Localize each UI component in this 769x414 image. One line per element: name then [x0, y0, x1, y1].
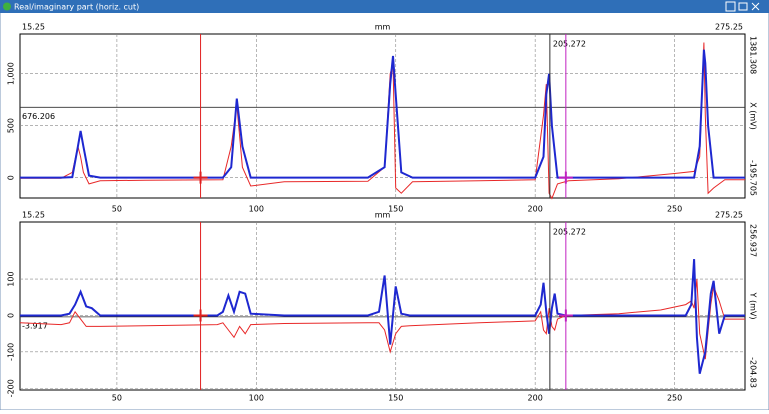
y-tick-label: 0	[7, 175, 16, 180]
x-tick-label: 150	[388, 394, 403, 403]
y-max-label: 256.937	[749, 224, 758, 257]
window-title: Real/imaginary part (horiz. cut)	[14, 3, 139, 12]
series-line	[20, 259, 745, 374]
y-max-label: 1381.308	[749, 36, 758, 74]
cursor-cross	[558, 171, 573, 184]
cursor-cross	[193, 171, 208, 184]
y-tick-label: 100	[7, 271, 16, 286]
x-tick-label: 50	[112, 394, 122, 403]
x-max-label: 275.25	[715, 211, 743, 220]
plot-area	[19, 33, 746, 199]
y-min-label: -204.83	[749, 357, 758, 388]
y-axis-label: Y (mV)	[749, 292, 758, 320]
x-tick-label: 100	[249, 205, 264, 214]
window-icon	[3, 2, 11, 11]
dock-button[interactable]	[725, 1, 736, 12]
y-tick-label: 500	[7, 118, 16, 133]
cursor-label: 205.272	[553, 40, 586, 49]
cursor-label: 205.272	[553, 228, 586, 237]
y-tick-label: -200	[7, 379, 16, 397]
y-tick-label: 1,000	[7, 62, 16, 85]
y-tick-label: 0	[7, 313, 16, 318]
restore-button[interactable]	[738, 2, 748, 11]
y-tick-label: -100	[7, 343, 16, 361]
cursor-cross	[558, 309, 573, 322]
x-max-label: 275.25	[715, 23, 743, 32]
x-tick-label: 200	[528, 205, 543, 214]
x-tick-label: 50	[112, 205, 122, 214]
title-bar	[0, 0, 769, 13]
h-cursor-label: 676.206	[22, 112, 55, 121]
x-min-label: 15.25	[22, 23, 45, 32]
x-tick-label: 200	[528, 394, 543, 403]
h-cursor-label: -3.917	[22, 321, 48, 330]
x-tick-label: 250	[667, 394, 682, 403]
plot-area	[19, 221, 746, 391]
x-tick-label: 100	[249, 394, 264, 403]
y-axis-label: X (mV)	[749, 102, 758, 130]
x-tick-label: 250	[667, 205, 682, 214]
cursor-cross	[193, 309, 208, 322]
close-button[interactable]	[751, 2, 760, 11]
x-tick-label: 150	[388, 205, 403, 214]
x-min-label: 15.25	[22, 211, 45, 220]
series-line	[20, 49, 745, 179]
x-axis-label: mm	[375, 211, 391, 220]
y-min-label: -195.705	[749, 160, 758, 196]
x-axis-label: mm	[375, 23, 391, 32]
